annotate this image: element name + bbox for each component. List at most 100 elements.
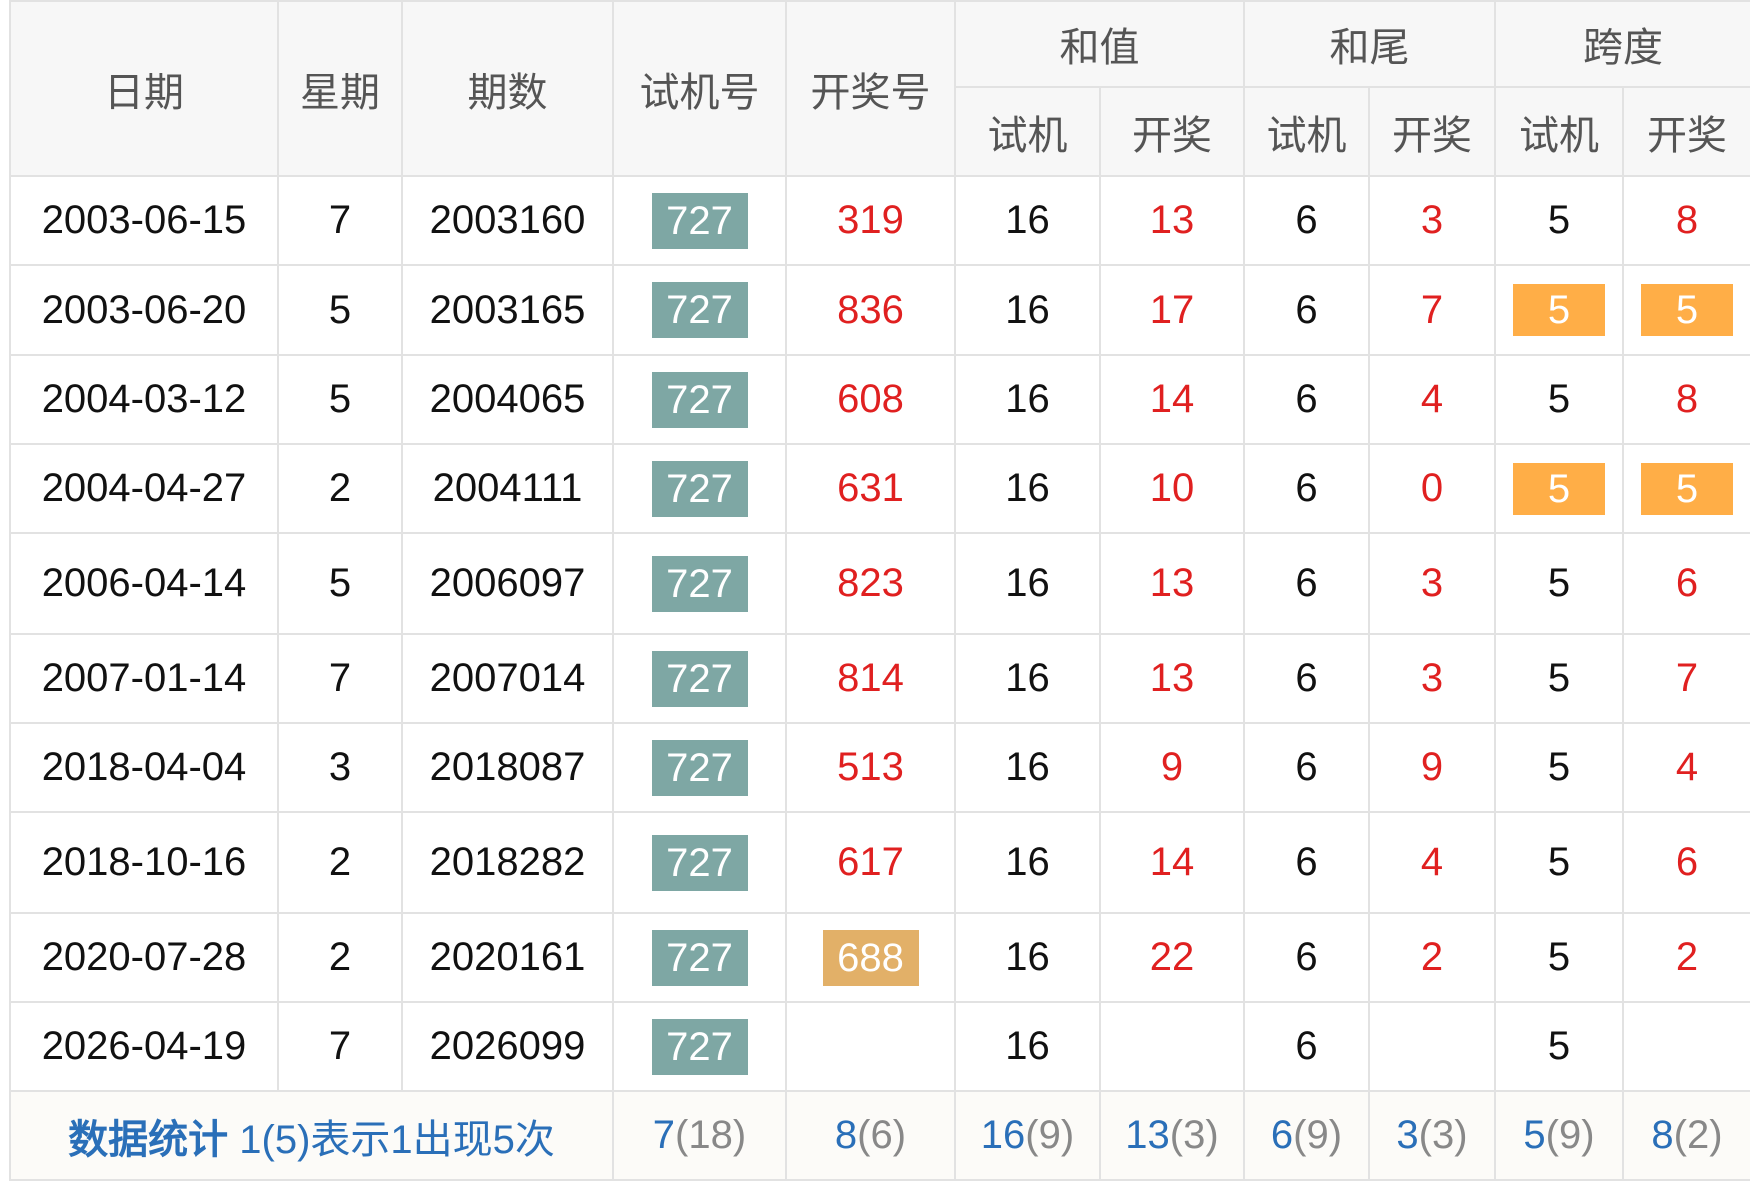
sum-trial-cell: 16: [954, 811, 1101, 914]
trial-number-cell-badge: 727: [651, 555, 748, 612]
tail-draw-cell: 9: [1368, 722, 1496, 813]
date-cell: 2004-04-27: [9, 443, 279, 534]
tail-trial-cell: 6: [1243, 175, 1370, 266]
trial-number-cell-badge: 727: [651, 371, 748, 428]
draw-number-cell: 319: [785, 175, 956, 266]
span-draw-cell: 6: [1622, 532, 1750, 635]
sum-trial-cell: 16: [954, 912, 1101, 1003]
span-trial-cell: 5: [1494, 722, 1624, 813]
weekday-cell: 7: [277, 1001, 403, 1092]
header-sum: 和值: [954, 0, 1245, 88]
weekday-cell: 7: [277, 175, 403, 266]
header-draw-number: 开奖号: [785, 0, 956, 177]
weekday-cell: 7: [277, 633, 403, 724]
statistics-cell: 16(9): [954, 1090, 1101, 1181]
sum-draw-cell: 13: [1099, 633, 1245, 724]
header-trial-number: 试机号: [612, 0, 787, 177]
sum-draw-cell: 13: [1099, 532, 1245, 635]
header-date: 日期: [9, 0, 279, 177]
tail-trial-cell: 6: [1243, 264, 1370, 356]
sum-draw-cell: 10: [1099, 443, 1245, 534]
tail-trial-cell: 6: [1243, 912, 1370, 1003]
trial-number-cell: 727: [612, 532, 787, 635]
header-issue: 期数: [401, 0, 614, 177]
trial-number-cell-badge: 727: [651, 929, 748, 986]
header-span: 跨度: [1494, 0, 1750, 88]
issue-cell: 2018282: [401, 811, 614, 914]
table-row: 2007-01-14 7 2007014 727 814 16 13 6 3 5 7: [9, 633, 1750, 724]
date-cell: 2020-07-28: [9, 912, 279, 1003]
tail-trial-cell: 6: [1243, 532, 1370, 635]
date-cell: 2026-04-19: [9, 1001, 279, 1092]
sum-draw-cell: 17: [1099, 264, 1245, 356]
trial-number-cell-badge: 727: [651, 1018, 748, 1075]
trial-number-history-table: 日期 星期 期数 试机号 开奖号 和值 和尾 跨度 试机 开奖 试机 开奖 试机…: [9, 0, 1750, 1181]
stat-count: (2): [1673, 1113, 1723, 1157]
date-cell: 2007-01-14: [9, 633, 279, 724]
table-row: 2003-06-20 5 2003165 727 836 16 17 6 7 5 5: [9, 264, 1750, 356]
draw-number-cell: 814: [785, 633, 956, 724]
statistics-title: 数据统计: [68, 1117, 229, 1162]
draw-number-cell: [785, 1001, 956, 1092]
trial-number-cell: 727: [612, 633, 787, 724]
trial-number-cell: 727: [612, 354, 787, 445]
issue-cell: 2018087: [401, 722, 614, 813]
span-trial-cell: 5: [1494, 1001, 1624, 1092]
tail-draw-cell: 0: [1368, 443, 1496, 534]
sum-draw-cell: 14: [1099, 354, 1245, 445]
trial-number-cell: 727: [612, 175, 787, 266]
span-trial-cell-badge: 5: [1513, 462, 1605, 515]
stat-value: 5: [1523, 1113, 1546, 1157]
statistics-cell: 5(9): [1494, 1090, 1624, 1181]
tail-trial-cell: 6: [1243, 354, 1370, 445]
span-draw-cell: 8: [1622, 175, 1750, 266]
draw-number-cell: 823: [785, 532, 956, 635]
span-draw-cell: 5: [1622, 443, 1750, 534]
stat-value: 6: [1270, 1113, 1294, 1157]
trial-number-cell-badge: 727: [651, 460, 748, 517]
trial-number-cell-badge: 727: [651, 650, 748, 707]
issue-cell: 2004111: [401, 443, 614, 534]
stat-value: 8: [834, 1113, 858, 1157]
table-row: 2004-04-27 2 2004111 727 631 16 10 6 0 5 5: [9, 443, 1750, 534]
issue-cell: 2006097: [401, 532, 614, 635]
sum-trial-cell: 16: [954, 264, 1101, 356]
stat-count: (3): [1418, 1113, 1468, 1157]
stat-value: 8: [1651, 1113, 1674, 1157]
sum-trial-cell: 16: [954, 532, 1101, 635]
statistics-cell: 8(2): [1622, 1090, 1750, 1181]
tail-trial-cell: 6: [1243, 722, 1370, 813]
date-cell: 2018-04-04: [9, 722, 279, 813]
date-cell: 2018-10-16: [9, 811, 279, 914]
span-draw-cell: [1622, 1001, 1750, 1092]
stat-count: (6): [857, 1113, 907, 1157]
draw-number-cell: 513: [785, 722, 956, 813]
span-trial-cell: 5: [1494, 912, 1624, 1003]
issue-cell: 2004065: [401, 354, 614, 445]
header-sum-tail: 和尾: [1243, 0, 1496, 88]
stat-count: (3): [1169, 1113, 1219, 1157]
issue-cell: 2007014: [401, 633, 614, 724]
weekday-cell: 3: [277, 722, 403, 813]
draw-number-cell-badge: 688: [822, 929, 919, 986]
table-row: 2018-04-04 3 2018087 727 513 16 9 6 9 5 4: [9, 722, 1750, 813]
tail-trial-cell: 6: [1243, 633, 1370, 724]
statistics-cell: 8(6): [785, 1090, 956, 1181]
date-cell: 2006-04-14: [9, 532, 279, 635]
stat-value: 7: [652, 1113, 676, 1157]
sum-trial-cell: 16: [954, 443, 1101, 534]
sum-draw-cell: [1099, 1001, 1245, 1092]
date-cell: 2003-06-20: [9, 264, 279, 356]
sum-draw-cell: 22: [1099, 912, 1245, 1003]
table-row: 2018-10-16 2 2018282 727 617 16 14 6 4 5 6: [9, 811, 1750, 914]
table-row: 2003-06-15 7 2003160 727 319 16 13 6 3 5 8: [9, 175, 1750, 266]
weekday-cell: 2: [277, 811, 403, 914]
subheader-sum-trial: 试机: [954, 86, 1101, 177]
sum-draw-cell: 14: [1099, 811, 1245, 914]
span-draw-cell: 7: [1622, 633, 1750, 724]
stat-count: (9): [1293, 1113, 1343, 1157]
subheader-span-draw: 开奖: [1622, 86, 1750, 177]
statistics-label: 数据统计 1(5)表示1出现5次: [9, 1090, 614, 1181]
sum-trial-cell: 16: [954, 354, 1101, 445]
date-cell: 2003-06-15: [9, 175, 279, 266]
